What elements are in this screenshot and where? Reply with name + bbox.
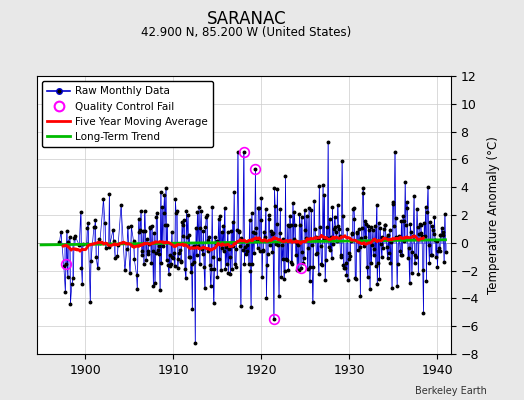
Y-axis label: Temperature Anomaly (°C): Temperature Anomaly (°C) (487, 136, 500, 294)
Text: SARANAC: SARANAC (206, 10, 286, 28)
Text: Berkeley Earth: Berkeley Earth (416, 386, 487, 396)
Legend: Raw Monthly Data, Quality Control Fail, Five Year Moving Average, Long-Term Tren: Raw Monthly Data, Quality Control Fail, … (42, 81, 213, 147)
Text: 42.900 N, 85.200 W (United States): 42.900 N, 85.200 W (United States) (141, 26, 352, 39)
